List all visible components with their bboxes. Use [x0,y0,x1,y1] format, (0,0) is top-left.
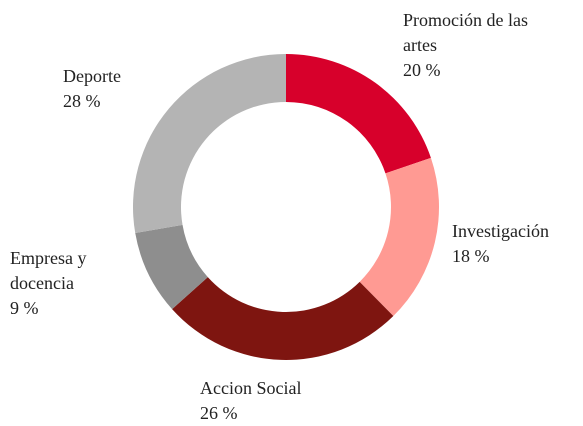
slice [133,54,286,234]
slice [286,54,431,174]
value-label: 26 % [200,403,238,423]
value-label: 20 % [403,60,441,80]
label: Accion Social 26 % [200,376,360,426]
label: Investigación 18 % [452,219,583,269]
category-label: Deporte [63,66,121,86]
slice [172,277,394,361]
category-label: Investigación [452,221,549,241]
value-label: 9 % [10,298,39,318]
category-label: Empresa y docencia [10,248,87,293]
value-label: 18 % [452,246,490,266]
category-label: Promoción de las artes [403,10,528,55]
label: Promoción de las artes 20 % [403,8,543,83]
category-label: Accion Social [200,378,302,398]
label: Empresa y docencia 9 % [10,246,122,321]
slice [359,157,439,317]
label: Deporte 28 % [63,64,173,114]
value-label: 28 % [63,91,101,111]
slice [135,224,208,310]
